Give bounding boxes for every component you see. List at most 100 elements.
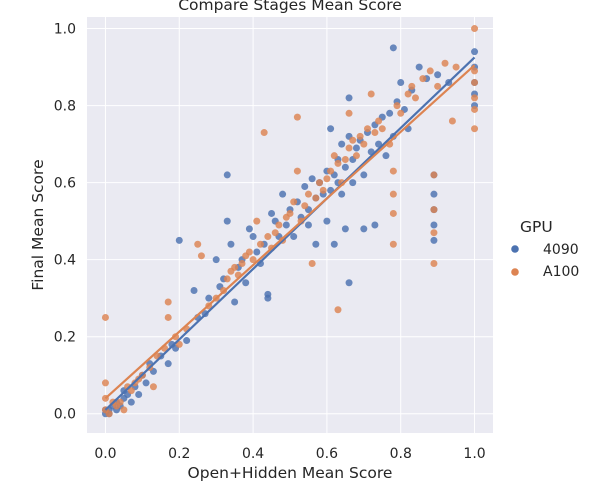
data-point-4090 xyxy=(223,171,231,179)
x-tick-label: 0.4 xyxy=(242,446,264,462)
data-point-4090 xyxy=(471,48,479,56)
data-point-a100 xyxy=(316,179,324,187)
data-point-4090 xyxy=(312,240,320,248)
data-point-a100 xyxy=(356,132,364,140)
data-point-4090 xyxy=(341,163,349,171)
data-point-a100 xyxy=(319,186,327,194)
data-point-a100 xyxy=(249,256,257,264)
data-point-a100 xyxy=(389,167,397,175)
data-point-4090 xyxy=(434,71,442,79)
y-tick-label: 0.0 xyxy=(54,407,76,423)
data-point-a100 xyxy=(264,233,272,241)
x-axis-label: Open+Hidden Mean Score xyxy=(188,464,393,482)
data-point-a100 xyxy=(330,152,338,160)
data-point-4090 xyxy=(430,236,438,244)
data-point-4090 xyxy=(360,225,368,233)
chart-title: Compare Stages Mean Score xyxy=(178,0,402,14)
y-tick-label: 0.6 xyxy=(54,176,76,192)
data-point-4090 xyxy=(175,236,183,244)
data-point-a100 xyxy=(120,406,128,414)
data-point-a100 xyxy=(334,306,342,314)
data-point-4090 xyxy=(308,175,316,183)
x-tick-label: 1.0 xyxy=(463,446,485,462)
data-point-a100 xyxy=(364,125,372,133)
x-tick-labels: 0.0 0.2 0.4 0.6 0.8 1.0 xyxy=(94,446,485,462)
x-tick-label: 0.0 xyxy=(94,446,116,462)
data-point-4090 xyxy=(330,240,338,248)
data-point-4090 xyxy=(345,94,353,102)
data-point-4090 xyxy=(382,152,390,160)
data-point-a100 xyxy=(101,313,109,321)
x-tick-label: 0.6 xyxy=(316,446,338,462)
data-point-a100 xyxy=(345,109,353,117)
fit-line-a100 xyxy=(104,64,476,400)
y-tick-labels: 0.0 0.2 0.4 0.6 0.8 1.0 xyxy=(54,22,76,423)
data-point-a100 xyxy=(286,209,294,217)
legend: GPU 4090 A100 xyxy=(511,218,579,280)
data-point-4090 xyxy=(245,225,253,233)
data-point-a100 xyxy=(430,260,438,268)
data-point-a100 xyxy=(223,275,231,283)
regression-lines xyxy=(104,56,476,411)
data-point-a100 xyxy=(253,217,261,225)
data-point-4090 xyxy=(242,279,250,287)
data-point-a100 xyxy=(304,190,312,198)
legend-label-4090: 4090 xyxy=(543,242,579,258)
data-point-4090 xyxy=(256,260,264,268)
y-axis-label: Final Mean Score xyxy=(29,159,47,290)
data-point-a100 xyxy=(452,63,460,71)
data-point-a100 xyxy=(290,198,298,206)
data-point-a100 xyxy=(149,383,157,391)
data-point-a100 xyxy=(327,167,335,175)
data-point-4090 xyxy=(338,190,346,198)
y-tick-label: 0.4 xyxy=(54,253,76,269)
data-point-a100 xyxy=(408,82,416,90)
data-point-a100 xyxy=(127,387,135,395)
data-point-4090 xyxy=(352,144,360,152)
data-point-4090 xyxy=(301,182,309,190)
data-point-a100 xyxy=(301,202,309,210)
data-point-4090 xyxy=(341,225,349,233)
x-tick-label: 0.8 xyxy=(390,446,412,462)
data-point-a100 xyxy=(349,136,357,144)
data-point-a100 xyxy=(360,140,368,148)
data-point-a100 xyxy=(404,90,412,98)
data-point-4090 xyxy=(371,221,379,229)
data-point-4090 xyxy=(164,360,172,368)
data-point-a100 xyxy=(308,260,316,268)
data-point-4090 xyxy=(227,240,235,248)
data-point-a100 xyxy=(164,298,172,306)
data-point-a100 xyxy=(430,171,438,179)
data-point-4090 xyxy=(375,140,383,148)
data-point-4090 xyxy=(349,179,357,187)
data-point-a100 xyxy=(334,159,342,167)
data-point-a100 xyxy=(441,59,449,67)
data-point-4090 xyxy=(345,279,353,287)
data-point-4090 xyxy=(415,63,423,71)
data-point-a100 xyxy=(312,194,320,202)
data-point-4090 xyxy=(249,233,257,241)
data-point-4090 xyxy=(223,217,231,225)
data-point-4090 xyxy=(386,109,394,117)
data-point-a100 xyxy=(393,102,401,110)
data-point-a100 xyxy=(426,67,434,75)
data-point-a100 xyxy=(448,117,456,125)
data-point-a100 xyxy=(471,25,479,33)
data-point-a100 xyxy=(375,117,383,125)
data-point-a100 xyxy=(175,340,183,348)
data-point-4090 xyxy=(268,209,276,217)
data-point-4090 xyxy=(323,217,331,225)
data-point-a100 xyxy=(471,78,479,86)
data-point-a100 xyxy=(471,105,479,113)
data-point-a100 xyxy=(172,333,180,341)
data-point-4090 xyxy=(205,294,213,302)
data-point-a100 xyxy=(419,75,427,83)
data-point-a100 xyxy=(105,410,113,418)
data-point-4090 xyxy=(430,190,438,198)
data-point-a100 xyxy=(341,156,349,164)
data-point-4090 xyxy=(127,398,135,406)
data-point-a100 xyxy=(389,240,397,248)
data-point-a100 xyxy=(260,129,268,137)
data-point-a100 xyxy=(352,152,360,160)
